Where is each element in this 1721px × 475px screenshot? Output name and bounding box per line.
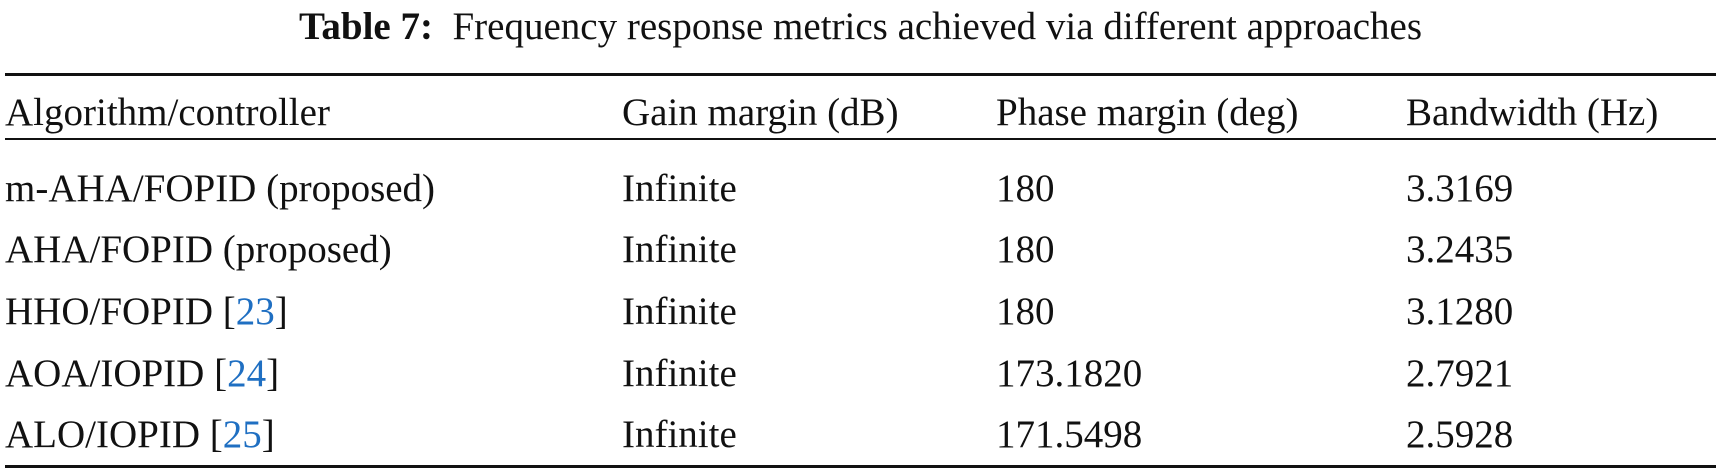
- header-phase-margin: Phase margin (deg): [996, 91, 1299, 134]
- table-caption: Table 7: Frequency response metrics achi…: [0, 4, 1721, 50]
- algorithm-name: ALO/IOPID: [5, 413, 210, 456]
- cell-gain-margin: Infinite: [622, 167, 737, 210]
- caption-label: Table 7:: [298, 5, 433, 48]
- reference-link[interactable]: 24: [227, 352, 267, 395]
- algorithm-name: AOA/IOPID: [5, 352, 215, 395]
- header-algorithm: Algorithm/controller: [5, 91, 330, 134]
- reference-link[interactable]: 23: [235, 290, 275, 333]
- bottom-rule: [5, 465, 1716, 468]
- cell-phase-margin: 173.1820: [996, 352, 1143, 395]
- cell-algorithm: AHA/FOPID (proposed): [5, 227, 392, 273]
- header-rule: [5, 138, 1716, 140]
- reference-link[interactable]: 25: [222, 413, 262, 456]
- algorithm-name: m-AHA/FOPID (proposed): [5, 167, 436, 210]
- header-gain-margin: Gain margin (dB): [622, 91, 899, 134]
- cell-gain-margin: Infinite: [622, 413, 737, 456]
- header-bandwidth: Bandwidth (Hz): [1406, 91, 1659, 134]
- cell-phase-margin: 180: [996, 167, 1055, 210]
- cell-phase-margin: 180: [996, 228, 1055, 271]
- cell-phase-margin: 171.5498: [996, 413, 1143, 456]
- algorithm-name: HHO/FOPID: [5, 290, 223, 333]
- top-rule: [5, 73, 1716, 76]
- cell-bandwidth: 2.5928: [1406, 413, 1514, 456]
- cell-algorithm: AOA/IOPID [24]: [5, 352, 280, 395]
- cell-algorithm: m-AHA/FOPID (proposed): [5, 166, 435, 212]
- cell-bandwidth: 3.2435: [1406, 228, 1514, 271]
- cell-algorithm: HHO/FOPID [23]: [5, 290, 288, 333]
- cell-bandwidth: 2.7921: [1406, 352, 1514, 395]
- cell-gain-margin: Infinite: [622, 228, 737, 271]
- cell-algorithm: ALO/IOPID [25]: [5, 413, 275, 456]
- cell-bandwidth: 3.3169: [1406, 167, 1514, 210]
- cell-gain-margin: Infinite: [622, 290, 737, 333]
- cell-phase-margin: 180: [996, 290, 1055, 333]
- caption-text: Frequency response metrics achieved via …: [452, 5, 1423, 48]
- cell-gain-margin: Infinite: [622, 352, 737, 395]
- algorithm-name: AHA/FOPID (proposed): [5, 228, 392, 271]
- cell-bandwidth: 3.1280: [1406, 290, 1514, 333]
